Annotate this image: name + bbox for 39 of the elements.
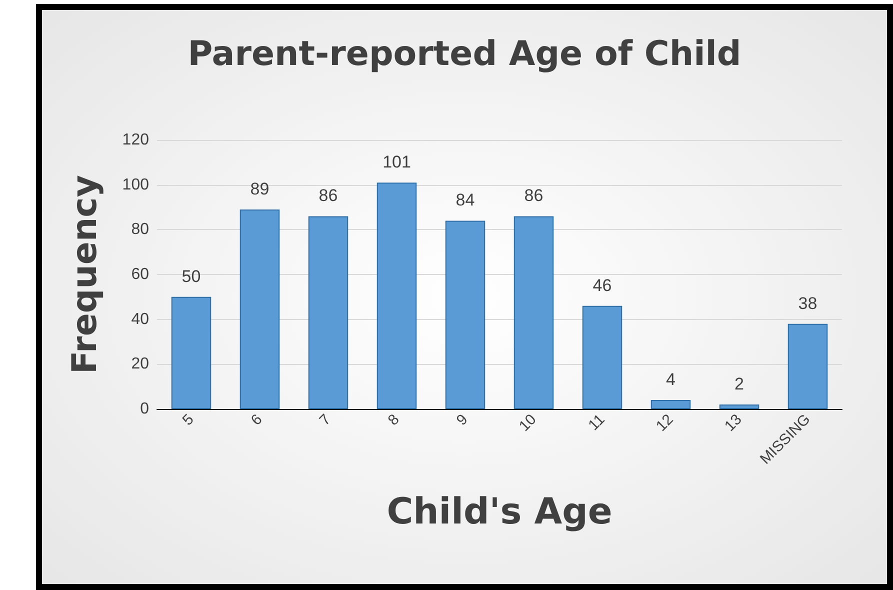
bar (788, 324, 828, 409)
data-label: 50 (182, 266, 201, 286)
data-label: 86 (318, 186, 338, 206)
x-tick-label: 12 (652, 410, 677, 435)
x-tick-label: 5 (179, 410, 198, 429)
y-axis-title: Frequency (65, 174, 105, 374)
data-label: 2 (734, 374, 744, 394)
x-tick-label: 6 (248, 410, 266, 429)
y-tick-label: 120 (122, 132, 150, 148)
bar (171, 296, 212, 409)
data-label: 101 (382, 152, 411, 172)
bar (376, 182, 417, 409)
data-label: 4 (666, 370, 676, 390)
y-tick-label: 60 (131, 266, 150, 283)
x-tick-label: 8 (384, 410, 403, 429)
x-tick-label: 10 (516, 410, 540, 435)
x-axis-title: Child's Age (386, 492, 612, 532)
y-tick-label: 20 (131, 356, 150, 373)
bar (582, 306, 622, 409)
y-tick-label: 40 (131, 310, 150, 328)
y-tick-label: 80 (131, 221, 150, 238)
data-label: 89 (250, 179, 270, 198)
data-label: 84 (456, 190, 475, 210)
x-tick-label: 7 (316, 410, 334, 429)
bar (240, 209, 280, 409)
y-tick-label: 0 (140, 400, 150, 418)
x-tick-label: 9 (453, 410, 472, 429)
y-tick-label: 100 (122, 176, 150, 194)
bar (445, 220, 486, 409)
data-label: 46 (592, 276, 612, 295)
data-label: 86 (524, 186, 544, 206)
bar (308, 216, 348, 409)
x-tick-label: 11 (585, 410, 608, 434)
bar (719, 404, 760, 409)
chart-title: Parent-reported Age of Child (188, 34, 742, 74)
bar (650, 400, 691, 409)
x-tick-label: 13 (721, 410, 746, 435)
data-label: 38 (798, 294, 818, 313)
bar (514, 216, 554, 409)
